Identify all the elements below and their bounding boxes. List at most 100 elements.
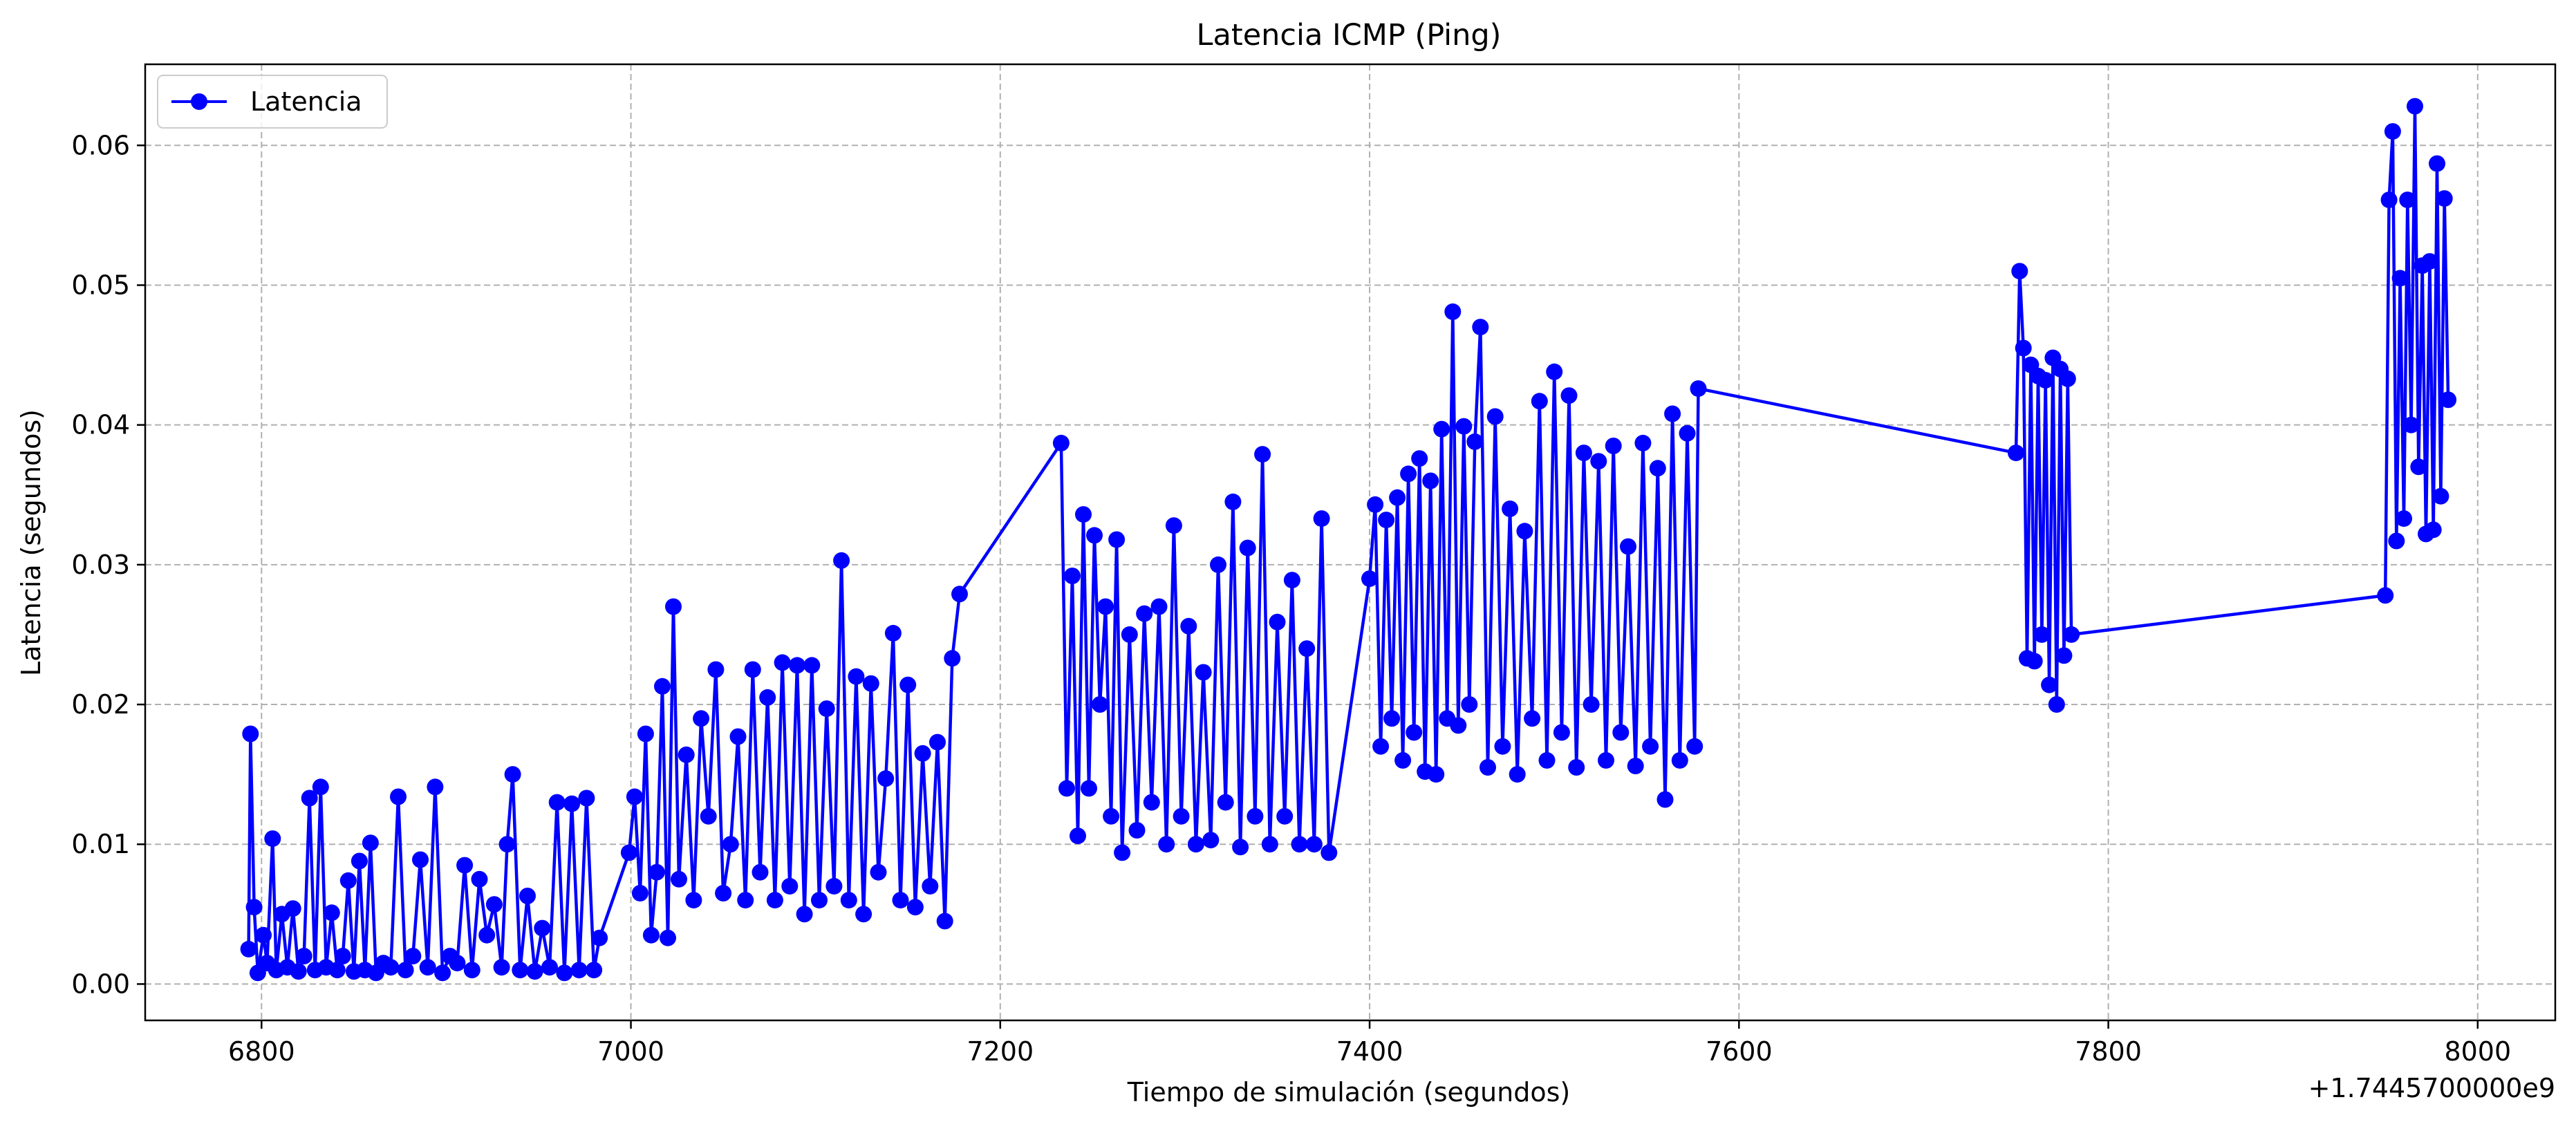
data-point (541, 959, 558, 976)
data-point (534, 919, 551, 937)
data-point (1143, 794, 1160, 811)
data-point (1531, 393, 1548, 410)
data-point (1472, 319, 1489, 336)
data-point (626, 788, 643, 805)
data-point (944, 650, 961, 667)
data-point (1108, 531, 1126, 548)
data-point (2407, 97, 2423, 115)
data-point (2059, 370, 2076, 387)
data-point (825, 877, 843, 895)
data-point (245, 899, 263, 916)
data-point (660, 929, 676, 946)
x-tick-label: 7400 (1336, 1036, 1403, 1067)
data-point (2425, 521, 2442, 539)
data-point (922, 877, 939, 895)
data-point (1320, 844, 1338, 861)
data-point (1378, 512, 1395, 529)
data-point (929, 733, 946, 751)
data-point (1583, 696, 1600, 713)
x-tick-label: 7800 (2075, 1036, 2142, 1067)
data-point (1097, 598, 1114, 615)
chart-title: Latencia ICMP (Ping) (1197, 18, 1502, 53)
data-point (301, 789, 318, 807)
data-point (1210, 556, 1226, 573)
data-point (242, 725, 259, 742)
data-point (1461, 696, 1478, 713)
data-point (1103, 807, 1120, 825)
data-point (1455, 418, 1473, 435)
data-point (427, 778, 444, 796)
data-point (2432, 487, 2449, 505)
data-point (2421, 253, 2438, 270)
data-point (1114, 844, 1131, 861)
x-tick-label: 7000 (597, 1036, 664, 1067)
data-point (642, 926, 660, 944)
x-axis-ticks: 6800 7000 7200 7400 7600 7800 8000 (228, 1020, 2511, 1067)
data-point (493, 959, 510, 976)
y-tick-label: 0.06 (71, 130, 130, 160)
data-point (339, 872, 357, 889)
x-tick-label: 8000 (2444, 1036, 2511, 1067)
data-point (2388, 532, 2405, 550)
data-point (284, 900, 301, 917)
data-point (290, 963, 307, 980)
data-point (1509, 766, 1526, 783)
data-point (737, 892, 754, 909)
data-point (1560, 387, 1578, 404)
data-point (1546, 363, 1563, 380)
data-point (570, 962, 588, 979)
data-point (1575, 445, 1592, 462)
data-point (1195, 664, 1212, 681)
data-point (1524, 710, 1541, 727)
data-point (833, 552, 850, 569)
data-point (1634, 434, 1652, 451)
data-point (2037, 372, 2054, 389)
data-point (631, 885, 648, 901)
data-point (1298, 640, 1316, 657)
data-point (951, 586, 968, 603)
data-point (1269, 613, 1286, 630)
data-point (2041, 676, 2058, 693)
data-point (1070, 828, 1086, 845)
data-point (1136, 605, 1153, 622)
data-point (323, 904, 340, 922)
data-point (744, 661, 761, 678)
data-point (620, 844, 637, 861)
data-point (240, 940, 257, 957)
data-point (1383, 710, 1401, 727)
x-tick-label: 7200 (967, 1036, 1034, 1067)
y-tick-label: 0.00 (71, 969, 130, 999)
data-point (1217, 794, 1234, 811)
plot-frame (144, 63, 2557, 1022)
data-point (591, 929, 608, 946)
data-point (478, 926, 496, 944)
data-point (899, 676, 917, 693)
data-point (498, 836, 516, 853)
data-point (264, 830, 281, 848)
data-point (1433, 420, 1450, 438)
data-point (870, 863, 887, 881)
data-point (855, 906, 872, 923)
y-tick-label: 0.01 (71, 829, 130, 859)
data-point (2380, 191, 2398, 209)
data-point (1173, 807, 1190, 825)
data-point (295, 948, 312, 964)
data-point (700, 807, 717, 825)
data-point (2063, 626, 2080, 643)
data-point (563, 795, 581, 812)
data-point (312, 778, 329, 796)
data-point (578, 789, 595, 807)
data-point (848, 668, 865, 685)
data-point (362, 834, 379, 852)
data-point (397, 962, 414, 979)
data-point (1247, 807, 1264, 825)
data-point (2436, 190, 2453, 207)
grid-lines (145, 64, 2555, 1020)
data-point (1656, 791, 1674, 808)
data-point (1075, 506, 1092, 523)
data-point (449, 955, 466, 972)
data-point (526, 963, 543, 980)
x-tick-label: 6800 (228, 1036, 295, 1067)
data-point (1679, 424, 1696, 442)
data-point (2026, 653, 2043, 670)
